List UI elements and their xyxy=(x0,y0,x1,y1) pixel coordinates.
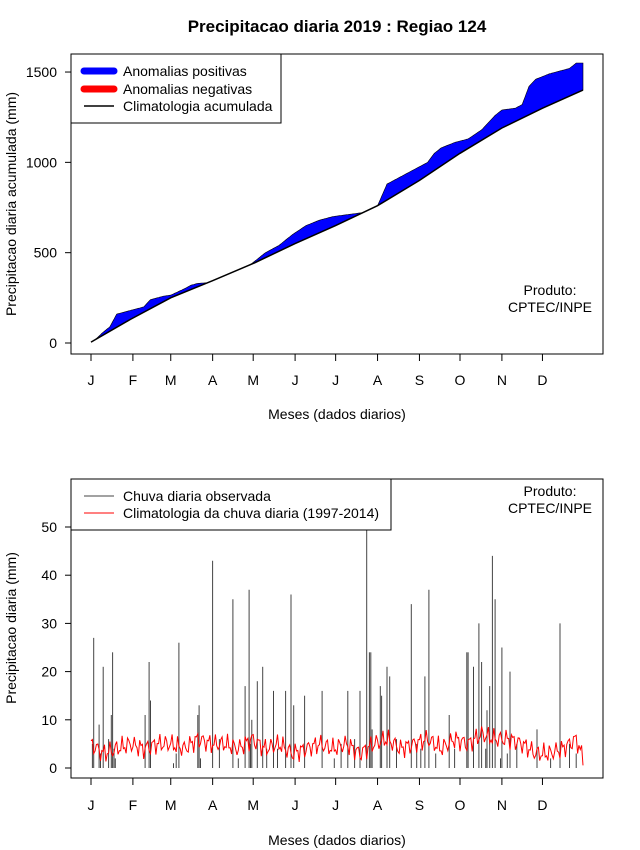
x-tick-label: M xyxy=(165,372,177,388)
x-tick-label: S xyxy=(415,372,424,388)
plot-frame-top xyxy=(70,53,604,355)
x-tick-label: A xyxy=(208,372,218,388)
x-tick-label: J xyxy=(332,797,339,813)
x-axis-label-top: Meses (dados diarios) xyxy=(268,406,406,422)
x-tick-label: M xyxy=(247,372,259,388)
x-tick-label: J xyxy=(292,797,299,813)
y-tick-label: 50 xyxy=(41,519,57,535)
y-tick-label: 1500 xyxy=(26,64,57,80)
y-tick-label: 1000 xyxy=(26,154,57,170)
y-axis-top: 0 500 1000 1500 xyxy=(26,64,71,351)
y-tick-label: 0 xyxy=(49,760,57,776)
product-label-top: Produto: xyxy=(524,282,577,298)
x-tick-label: J xyxy=(292,372,299,388)
x-tick-label: N xyxy=(497,372,507,388)
x-tick-label: O xyxy=(455,797,466,813)
x-tick-label: A xyxy=(373,372,383,388)
legend-label-clim-daily: Climatologia da chuva diaria (1997-2014) xyxy=(123,505,379,521)
y-tick-label: 10 xyxy=(41,712,57,728)
x-tick-label: A xyxy=(208,797,218,813)
legend-bottom: Chuva diaria observada Climatologia da c… xyxy=(70,478,392,531)
legend-label-positive: Anomalias positivas xyxy=(123,63,247,79)
climatology-daily-line xyxy=(90,726,584,766)
daily-rain-bars xyxy=(91,527,577,768)
legend-label-observed: Chuva diaria observada xyxy=(123,488,271,504)
x-tick-label: M xyxy=(165,797,177,813)
legend-top: Anomalias positivas Anomalias negativas … xyxy=(70,53,282,124)
y-axis-label-top: Precipitacao diaria acumulada (mm) xyxy=(3,92,19,316)
y-axis-bottom: 0 10 20 30 40 50 xyxy=(41,519,71,776)
x-tick-label: J xyxy=(88,372,95,388)
x-tick-label: F xyxy=(129,372,138,388)
x-tick-label: D xyxy=(537,797,547,813)
x-tick-label: F xyxy=(129,797,138,813)
y-tick-label: 30 xyxy=(41,615,57,631)
x-axis-label-bottom: Meses (dados diarios) xyxy=(268,832,406,848)
x-tick-label: S xyxy=(415,797,424,813)
legend-label-climatology: Climatologia acumulada xyxy=(123,98,273,114)
y-tick-label: 40 xyxy=(41,567,57,583)
product-label-bottom: Produto: xyxy=(524,483,577,499)
climatology-accumulated-line xyxy=(90,89,584,343)
product-source-top: CPTEC/INPE xyxy=(508,299,592,315)
x-tick-label: O xyxy=(455,372,466,388)
x-tick-label: D xyxy=(537,372,547,388)
x-tick-label: A xyxy=(373,797,383,813)
legend-label-negative: Anomalias negativas xyxy=(123,81,252,97)
y-tick-label: 20 xyxy=(41,664,57,680)
x-tick-label: M xyxy=(247,797,259,813)
x-tick-label: J xyxy=(88,797,95,813)
y-tick-label: 500 xyxy=(34,245,58,261)
product-source-bottom: CPTEC/INPE xyxy=(508,500,592,516)
y-axis-label-bottom: Precipitacao diaria (mm) xyxy=(3,552,19,704)
chart-title: Precipitacao diaria 2019 : Regiao 124 xyxy=(188,17,487,36)
y-tick-label: 0 xyxy=(49,335,57,351)
x-tick-label: N xyxy=(497,797,507,813)
x-tick-label: J xyxy=(332,372,339,388)
